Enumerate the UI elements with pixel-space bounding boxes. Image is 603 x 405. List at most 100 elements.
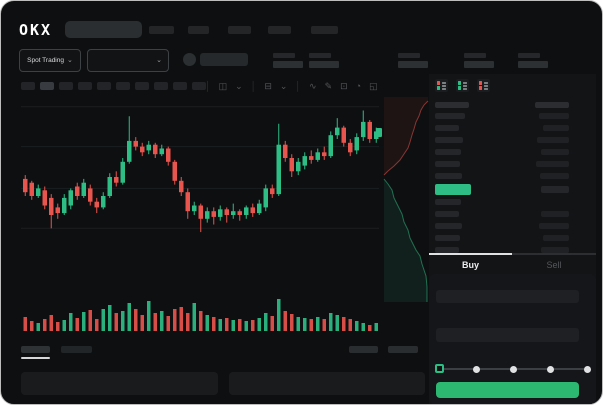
slider-dot[interactable] bbox=[547, 366, 554, 373]
toolbar-divider: │ bbox=[205, 80, 211, 91]
timeframe-pill[interactable] bbox=[59, 82, 73, 90]
bid-amount-bar[interactable] bbox=[541, 211, 569, 217]
orderbook-view-asks-icon[interactable] bbox=[477, 79, 490, 92]
bottom-tab-placeholder[interactable] bbox=[21, 346, 50, 353]
stat-label-placeholder bbox=[464, 53, 486, 58]
nav-item-placeholder[interactable] bbox=[188, 26, 209, 34]
toggle-bar-top bbox=[437, 81, 440, 85]
last-price-amount-bar bbox=[541, 186, 569, 193]
ask-price-bar[interactable] bbox=[435, 137, 463, 143]
timeframe-pill[interactable] bbox=[173, 82, 187, 90]
ask-amount-bar[interactable] bbox=[541, 149, 569, 155]
slider-dot[interactable] bbox=[584, 366, 591, 373]
order-panel: Buy Sell bbox=[429, 74, 596, 404]
stat-value-placeholder bbox=[398, 61, 428, 68]
pair-selector[interactable]: ⌄ bbox=[87, 49, 169, 72]
toggle-bar-bottom bbox=[458, 86, 461, 90]
buy-button[interactable] bbox=[436, 382, 579, 398]
chevron-down-icon[interactable]: ⌄ bbox=[279, 80, 288, 91]
bottom-action-placeholder[interactable] bbox=[388, 346, 418, 353]
fullscreen-icon[interactable]: ◱ bbox=[369, 80, 378, 91]
timeframe-pill[interactable] bbox=[116, 82, 130, 90]
overlay-icon[interactable]: ⊟ bbox=[264, 80, 272, 91]
ask-price-bar[interactable] bbox=[435, 149, 461, 155]
timeframe-pill[interactable] bbox=[78, 82, 92, 90]
market-type-label: Spot Trading bbox=[27, 57, 64, 64]
orderbook-view-all-icon[interactable] bbox=[435, 79, 448, 92]
ask-price-bar[interactable] bbox=[435, 161, 460, 167]
bid-price-bar[interactable] bbox=[435, 223, 462, 229]
toolbar-divider: │ bbox=[295, 80, 302, 91]
tab-buy[interactable]: Buy bbox=[429, 253, 512, 275]
timeframe-pill[interactable] bbox=[40, 82, 54, 90]
nav-item-placeholder[interactable] bbox=[149, 26, 174, 34]
stat-label-placeholder bbox=[273, 53, 295, 58]
ask-price-bar[interactable] bbox=[435, 125, 459, 131]
ask-price-bar[interactable] bbox=[435, 113, 465, 119]
orderbook-header-price bbox=[435, 102, 469, 108]
draw-tool-icon[interactable]: ✎ bbox=[324, 80, 333, 91]
toggle-line bbox=[484, 82, 488, 84]
bottom-tab-placeholder[interactable] bbox=[61, 346, 92, 353]
active-tab-underline bbox=[21, 357, 50, 359]
nav-item-placeholder[interactable] bbox=[311, 26, 338, 34]
stat-label-placeholder bbox=[398, 53, 420, 58]
stat-value-placeholder bbox=[464, 61, 494, 68]
ask-amount-bar[interactable] bbox=[543, 125, 569, 131]
screenshot-icon[interactable]: ⊡ bbox=[340, 80, 348, 91]
ask-amount-bar[interactable] bbox=[539, 113, 569, 119]
ask-amount-bar[interactable] bbox=[540, 173, 569, 179]
nav-item-placeholder[interactable] bbox=[268, 26, 291, 34]
coin-icon bbox=[183, 53, 196, 66]
ask-amount-bar[interactable] bbox=[536, 161, 569, 167]
toolbar-divider: │ bbox=[250, 80, 257, 91]
tab-sell[interactable]: Sell bbox=[512, 253, 596, 275]
toggle-line bbox=[442, 85, 446, 87]
toggle-bar-top bbox=[479, 81, 482, 85]
toggle-line bbox=[442, 82, 446, 84]
history-icon[interactable]: ◔ bbox=[355, 80, 362, 91]
bid-price-bar[interactable] bbox=[435, 235, 460, 241]
ask-amount-bar[interactable] bbox=[537, 137, 569, 143]
slider-dot[interactable] bbox=[510, 366, 517, 373]
chevron-down-icon[interactable]: ⌄ bbox=[235, 80, 243, 91]
bottom-action-placeholder[interactable] bbox=[349, 346, 378, 353]
bid-price-bar[interactable] bbox=[435, 199, 461, 205]
nav-item-placeholder[interactable] bbox=[228, 26, 251, 34]
tab-sell-label: Sell bbox=[546, 260, 562, 270]
timeframe-pill[interactable] bbox=[135, 82, 149, 90]
stat-label-placeholder bbox=[309, 53, 331, 58]
market-type-selector[interactable]: Spot Trading ⌄ bbox=[19, 49, 81, 72]
tab-buy-label: Buy bbox=[461, 260, 479, 270]
bid-amount-bar[interactable] bbox=[541, 247, 569, 253]
toggle-line bbox=[484, 85, 488, 87]
okx-logo[interactable]: OKX bbox=[19, 21, 53, 39]
search-input[interactable] bbox=[65, 21, 142, 38]
stat-label-placeholder bbox=[518, 53, 540, 58]
toggle-line bbox=[442, 88, 446, 90]
chevron-down-icon: ⌄ bbox=[156, 57, 162, 64]
bid-amount-bar[interactable] bbox=[543, 235, 569, 241]
toggle-bar-bottom bbox=[479, 86, 482, 90]
chart-type-icon[interactable]: ◫ bbox=[218, 80, 228, 91]
chart-tools: │ ◫ ⌄ │ ⊟ ⌄ │ ∿ ✎ ⊡ ◔ ◱ bbox=[205, 79, 378, 93]
bid-price-bar[interactable] bbox=[435, 247, 459, 253]
timeframe-pill[interactable] bbox=[97, 82, 111, 90]
toggle-bar-top bbox=[458, 81, 461, 85]
candlestick-chart[interactable] bbox=[21, 97, 379, 333]
chevron-down-icon: ⌄ bbox=[66, 57, 73, 64]
amount-input[interactable] bbox=[436, 328, 579, 342]
bid-price-bar[interactable] bbox=[435, 211, 459, 217]
timeframe-pill[interactable] bbox=[154, 82, 168, 90]
timeframe-pill[interactable] bbox=[192, 82, 206, 90]
timeframe-pill[interactable] bbox=[21, 82, 35, 90]
bid-amount-bar[interactable] bbox=[539, 223, 569, 229]
price-input[interactable] bbox=[436, 290, 579, 303]
depth-chart bbox=[383, 97, 429, 302]
slider-dot[interactable] bbox=[473, 366, 480, 373]
orderbook-view-bids-icon[interactable] bbox=[456, 79, 469, 92]
slider-handle[interactable] bbox=[435, 364, 444, 373]
ask-price-bar[interactable] bbox=[435, 173, 462, 179]
indicator-line-icon[interactable]: ∿ bbox=[309, 80, 317, 91]
